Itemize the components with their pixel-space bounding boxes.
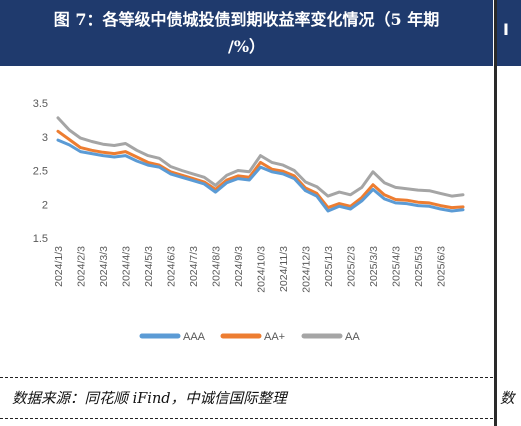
x-tick-label: 2025/4/3 (391, 246, 403, 287)
x-tick-label: 2024/5/3 (143, 246, 155, 287)
chart-title-bar: 图 7：各等级中债城投债到期收益率变化情况（5 年期 /%） (0, 0, 493, 66)
x-tick-label: 2024/7/3 (188, 246, 200, 287)
legend-label: AA+ (264, 331, 285, 343)
x-tick-label: 2024/12/3 (301, 246, 313, 293)
panel-separator (494, 0, 497, 426)
divider-bottom (0, 418, 493, 419)
series-lines (56, 116, 465, 213)
chart-panel: 图 7：各等级中债城投债到期收益率变化情况（5 年期 /%） 1.5 2 2.5 3 3… (0, 0, 493, 419)
divider-top (0, 377, 493, 378)
y-tick-label: 3 (42, 132, 48, 144)
chart-title-line1: 图 7：各等级中债城投债到期收益率变化情况（5 年期 (53, 10, 440, 29)
x-tick-label: 2025/2/3 (346, 246, 358, 287)
x-tick-label: 2024/3/3 (98, 246, 110, 287)
x-tick-label: 2024/9/3 (233, 246, 245, 287)
x-tick-label: 2025/3/3 (368, 246, 380, 287)
line-chart: 1.522.533.5 2024/1/3 2024/2/3 2024/3/3 2024… (33, 98, 465, 343)
y-tick-label: 1.5 (33, 233, 48, 245)
x-tick-label: 2025/6/3 (436, 246, 448, 287)
x-tick-label: 2024/6/3 (166, 246, 178, 287)
series-line-aaplus (56, 129, 465, 210)
series-line-aaa (56, 138, 465, 213)
legend-label: AA (345, 331, 360, 343)
adjacent-source-fragment: 数 (500, 391, 515, 407)
legend: AAA AA+ AA (139, 331, 360, 343)
source-note: 数据来源：同花顺 iFind，中诚信国际整理 (12, 391, 287, 407)
y-axis: 1.5 2 2.5 3 3.5 (33, 98, 48, 245)
x-axis: 2024/1/3 2024/2/3 2024/3/3 2024/4/3 2024/5/3… (53, 246, 448, 293)
x-tick-label: 2024/11/3 (278, 246, 290, 292)
x-tick-label: 2025/5/3 (413, 246, 425, 287)
chart-title-line2: /%） (227, 37, 266, 56)
x-tick-label: 2024/8/3 (211, 246, 223, 287)
y-tick-label: 2.5 (33, 166, 48, 178)
adjacent-title-fragment: I (503, 20, 509, 39)
series-line-aa (56, 116, 465, 198)
adjacent-panel (497, 0, 521, 426)
x-tick-label: 2025/1/3 (323, 246, 335, 287)
y-tick-label: 2 (42, 199, 48, 211)
y-tick-label: 3.5 (33, 98, 48, 110)
x-tick-label: 2024/2/3 (76, 246, 88, 287)
x-tick-label: 2024/10/3 (256, 246, 268, 293)
x-tick-label: 2024/1/3 (53, 246, 65, 287)
x-tick-label: 2024/4/3 (121, 246, 133, 287)
legend-label: AAA (183, 331, 206, 343)
adjacent-title-bar: I (497, 0, 521, 66)
